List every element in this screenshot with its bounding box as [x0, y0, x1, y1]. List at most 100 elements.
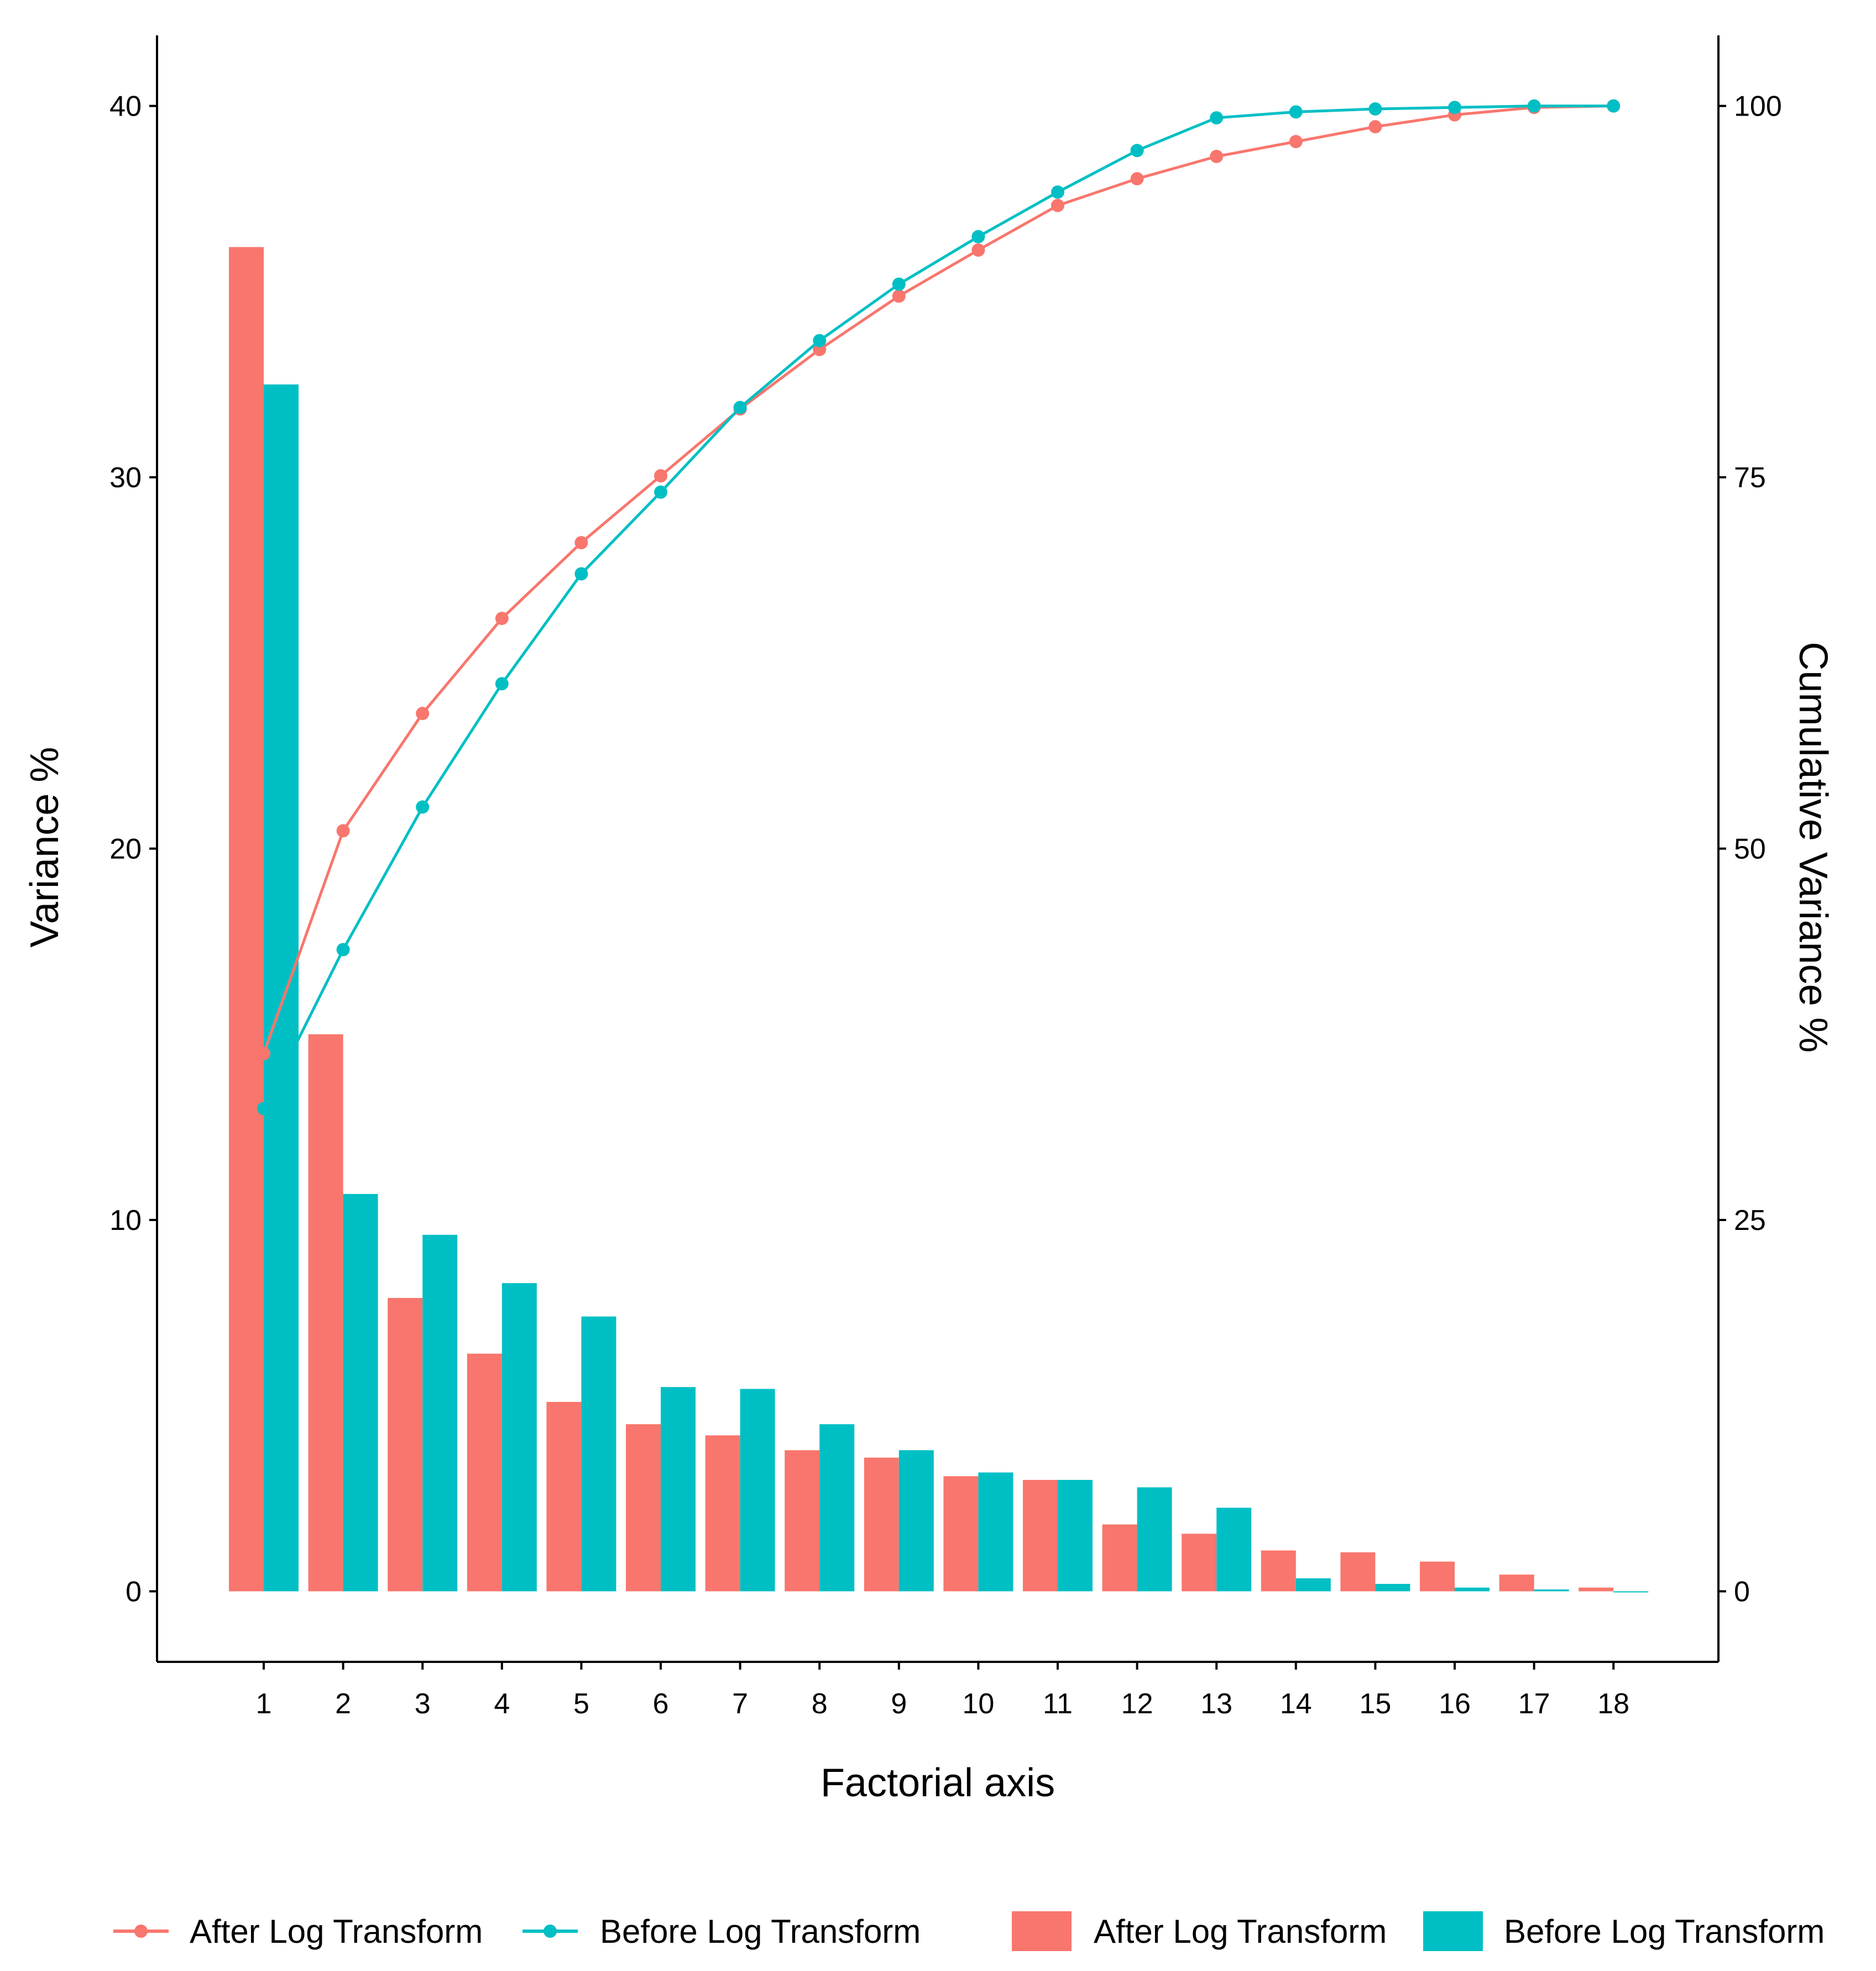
legend-label: After Log Transform: [1094, 1913, 1387, 1950]
bar: [501, 1283, 537, 1592]
bar: [546, 1401, 582, 1592]
bar: [1058, 1479, 1093, 1592]
legend-bar-swatch: [1012, 1911, 1072, 1951]
bar: [943, 1476, 979, 1592]
x-tick-label: 2: [335, 1688, 351, 1720]
x-tick-label: 17: [1518, 1688, 1550, 1720]
data-point: [574, 536, 588, 550]
x-tick-label: 10: [962, 1688, 994, 1720]
y2-tick-label: 25: [1734, 1204, 1766, 1237]
x-tick-label: 1: [256, 1688, 272, 1720]
x-tick-label: 16: [1439, 1688, 1471, 1720]
data-point: [733, 400, 747, 414]
y2-tick-label: 100: [1734, 91, 1782, 123]
bar: [467, 1353, 502, 1592]
y-tick-label: 20: [109, 833, 142, 865]
data-point: [1607, 99, 1621, 113]
bar: [229, 247, 264, 1592]
bar: [1261, 1550, 1296, 1592]
legend-point-swatch: [544, 1925, 557, 1938]
bar: [898, 1450, 934, 1592]
data-point: [654, 469, 667, 483]
bar: [1499, 1574, 1534, 1592]
y-tick-label: 30: [109, 462, 142, 494]
bar: [1455, 1587, 1490, 1592]
data-point: [971, 230, 985, 243]
data-point: [892, 289, 906, 303]
x-tick-label: 6: [653, 1688, 669, 1720]
data-point: [495, 612, 509, 625]
bar: [1102, 1524, 1137, 1592]
data-point: [1051, 199, 1064, 212]
y2-tick-label: 75: [1734, 462, 1766, 494]
legend-label: After Log Transform: [190, 1913, 483, 1950]
data-point: [813, 333, 827, 347]
y-tick-label: 10: [109, 1204, 142, 1237]
y2-tick-label: 0: [1734, 1576, 1750, 1608]
bar: [422, 1234, 458, 1592]
legend-item-line-after[interactable]: After Log Transform: [113, 1913, 483, 1950]
bar: [785, 1450, 820, 1592]
bar: [264, 384, 299, 1592]
data-point: [257, 1047, 270, 1061]
legend-bar-swatch: [1423, 1911, 1483, 1951]
series-line: [262, 105, 1614, 1054]
data-point: [1368, 102, 1382, 116]
bar: [819, 1424, 855, 1592]
legend-item-bar-after[interactable]: After Log Transform: [1012, 1911, 1387, 1951]
data-point: [1527, 99, 1541, 113]
x-tick-label: 11: [1043, 1688, 1073, 1720]
data-point: [1210, 149, 1224, 163]
bar: [1340, 1552, 1376, 1592]
data-point: [1289, 105, 1303, 119]
x-tick-label: 15: [1359, 1688, 1391, 1720]
bar: [626, 1424, 661, 1592]
data-point: [574, 567, 588, 581]
data-point: [416, 800, 430, 814]
x-tick-label: 18: [1597, 1688, 1629, 1720]
bar: [1295, 1578, 1331, 1592]
y2-axis-title: Cumulative Variance %: [1791, 642, 1835, 1053]
bar: [864, 1457, 899, 1592]
x-tick-label: 9: [891, 1688, 907, 1720]
bar: [1420, 1561, 1455, 1592]
legend-label: Before Log Transform: [600, 1913, 921, 1950]
bar: [1137, 1487, 1172, 1592]
data-point: [1051, 185, 1064, 199]
legend-item-bar-before[interactable]: Before Log Transform: [1423, 1911, 1825, 1951]
bar: [1613, 1591, 1649, 1593]
bar: [1375, 1583, 1410, 1592]
legend: After Log Transform Before Log Transform…: [113, 1911, 1825, 1951]
bars-layer: [229, 247, 1649, 1593]
bar: [308, 1034, 343, 1592]
lines-layer: [257, 99, 1621, 1115]
series-line: [262, 105, 1614, 1109]
x-tick-label: 7: [732, 1688, 748, 1720]
bar: [581, 1316, 616, 1592]
data-point: [1289, 135, 1303, 149]
data-point: [1130, 172, 1144, 186]
x-axis-title: Factorial axis: [821, 1761, 1055, 1805]
data-point: [1210, 111, 1224, 125]
bar: [1534, 1589, 1569, 1592]
bar: [978, 1472, 1013, 1592]
bar: [661, 1387, 696, 1592]
x-tick-label: 8: [812, 1688, 828, 1720]
bar: [1182, 1534, 1217, 1592]
data-point: [336, 943, 350, 957]
data-point: [654, 485, 667, 499]
data-point: [1448, 101, 1461, 114]
x-tick-label: 13: [1200, 1688, 1232, 1720]
data-point: [971, 243, 985, 257]
bar: [740, 1389, 775, 1592]
y-axis-title: Variance %: [23, 747, 67, 948]
data-point: [1130, 144, 1144, 158]
bar: [1023, 1479, 1058, 1592]
bar: [705, 1435, 740, 1592]
legend-item-line-before[interactable]: Before Log Transform: [522, 1913, 921, 1950]
x-tick-label: 14: [1280, 1688, 1312, 1720]
x-tick-label: 5: [573, 1688, 589, 1720]
x-tick-label: 4: [494, 1688, 510, 1720]
